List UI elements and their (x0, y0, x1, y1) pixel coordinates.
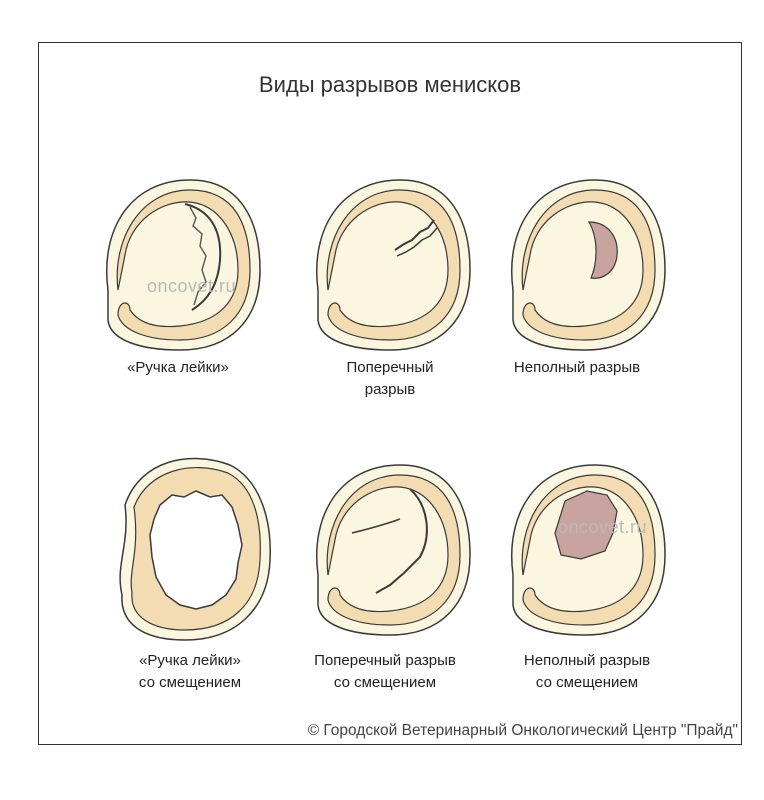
caption-incomplete-tear: Неполный разрыв (513, 359, 641, 376)
caption-transverse-tear: Поперечный разрыв (346, 359, 434, 398)
meniscus-displaced-bucket-handle (119, 457, 271, 641)
caption-displaced-incomplete-tear: Неполный разрыв со смещением (523, 652, 651, 691)
caption-bucket-handle: «Ручка лейки» (127, 359, 229, 376)
diagram-title: Виды разрывов менисков (258, 72, 522, 97)
caption-displaced-bucket-handle: «Ручка лейки» со смещением (138, 652, 242, 691)
watermark: oncovet.ru (147, 276, 237, 296)
meniscus-displaced-transverse-tear (316, 464, 471, 636)
meniscus-bucket-handle (106, 179, 261, 351)
meniscus-incomplete-tear (511, 179, 666, 351)
meniscus-transverse-tear (316, 179, 471, 351)
copyright-notice: © Городской Ветеринарный Онкологический … (307, 722, 738, 739)
meniscus-displaced-incomplete-tear (511, 464, 666, 636)
watermark: oncovet.ru (558, 517, 648, 537)
caption-displaced-transverse-tear: Поперечный разрыв со смещением (314, 652, 456, 691)
